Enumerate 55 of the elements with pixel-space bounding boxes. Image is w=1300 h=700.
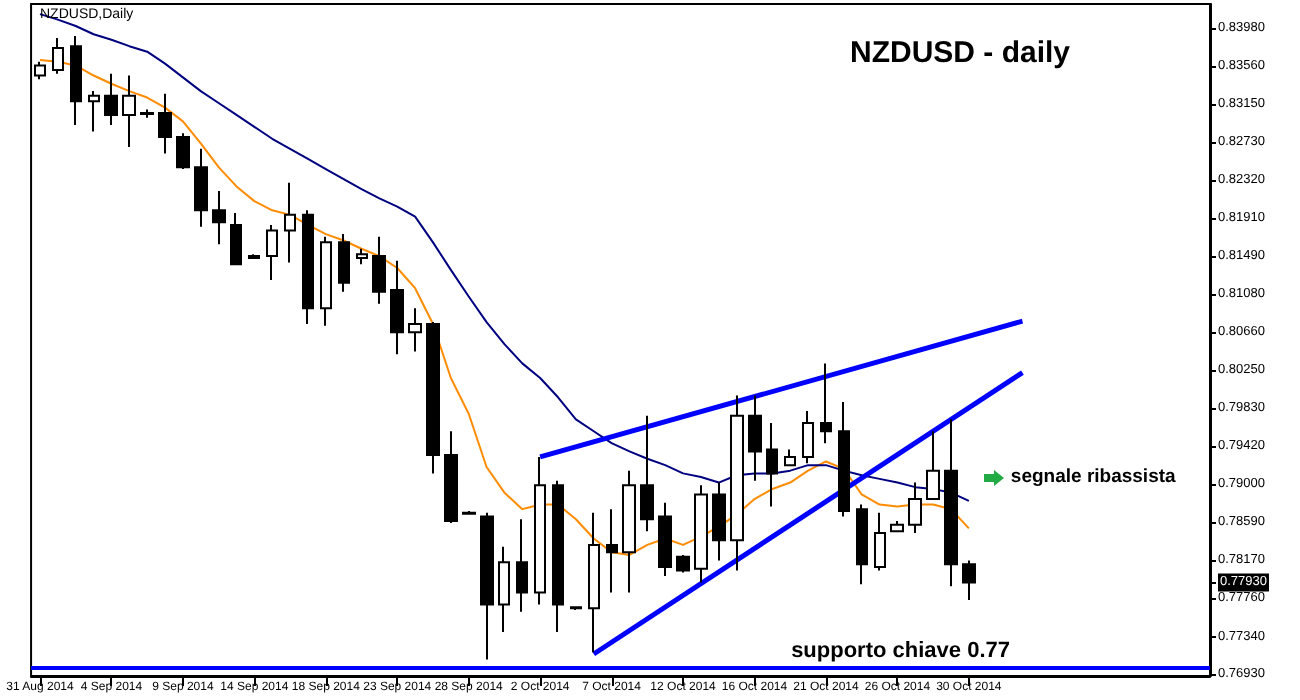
candlestick xyxy=(462,509,476,516)
annotation: segnale ribassista xyxy=(1010,465,1176,488)
candlestick xyxy=(212,190,226,246)
candlestick xyxy=(140,108,154,119)
candlestick xyxy=(284,181,296,264)
candlestick xyxy=(588,511,600,654)
candlestick xyxy=(676,553,690,574)
candlestick xyxy=(874,511,886,572)
candlestick xyxy=(766,421,778,508)
candlestick xyxy=(784,448,796,467)
candlestick xyxy=(320,235,332,327)
candlestick xyxy=(194,147,208,228)
candlestick xyxy=(534,455,546,606)
candlestick xyxy=(104,72,118,127)
candlestick xyxy=(694,484,708,584)
candlestick xyxy=(570,605,582,611)
candlestick xyxy=(856,503,868,586)
candlestick xyxy=(122,74,136,149)
candlestick xyxy=(426,321,440,475)
candlestick xyxy=(890,520,904,533)
candlestick xyxy=(730,394,744,572)
candlestick xyxy=(658,501,672,578)
candlestick xyxy=(748,394,762,482)
candlestick xyxy=(70,35,82,127)
candlestick xyxy=(516,518,528,613)
candlestick xyxy=(302,209,314,325)
candlestick xyxy=(408,307,422,353)
candlestick xyxy=(158,92,172,155)
ref-line-label: supporto chiave 0.77 xyxy=(791,638,1010,663)
candlestick xyxy=(338,233,350,293)
candlestick xyxy=(838,400,850,518)
candlestick xyxy=(248,253,260,259)
candlestick xyxy=(622,469,636,594)
candlestick xyxy=(480,511,494,661)
candlestick xyxy=(606,508,618,594)
candlestick xyxy=(230,212,242,266)
candlestick xyxy=(712,481,726,562)
candlestick xyxy=(908,481,922,534)
candlestick xyxy=(820,362,832,445)
candlestick xyxy=(802,410,814,465)
candlestick xyxy=(266,223,278,281)
candlestick xyxy=(944,418,958,588)
candlestick xyxy=(444,430,458,524)
candlestick xyxy=(176,132,190,171)
candlestick xyxy=(640,414,654,533)
candlestick xyxy=(962,559,976,601)
candlestick xyxy=(372,235,386,305)
candlestick xyxy=(88,90,100,133)
candlestick xyxy=(552,479,564,633)
candlestick xyxy=(356,247,368,266)
candlestick xyxy=(498,545,510,633)
candlestick xyxy=(926,430,940,501)
text: NZDUSD - daily xyxy=(850,36,1072,70)
candlestick xyxy=(52,36,64,75)
candlestick xyxy=(390,259,404,356)
